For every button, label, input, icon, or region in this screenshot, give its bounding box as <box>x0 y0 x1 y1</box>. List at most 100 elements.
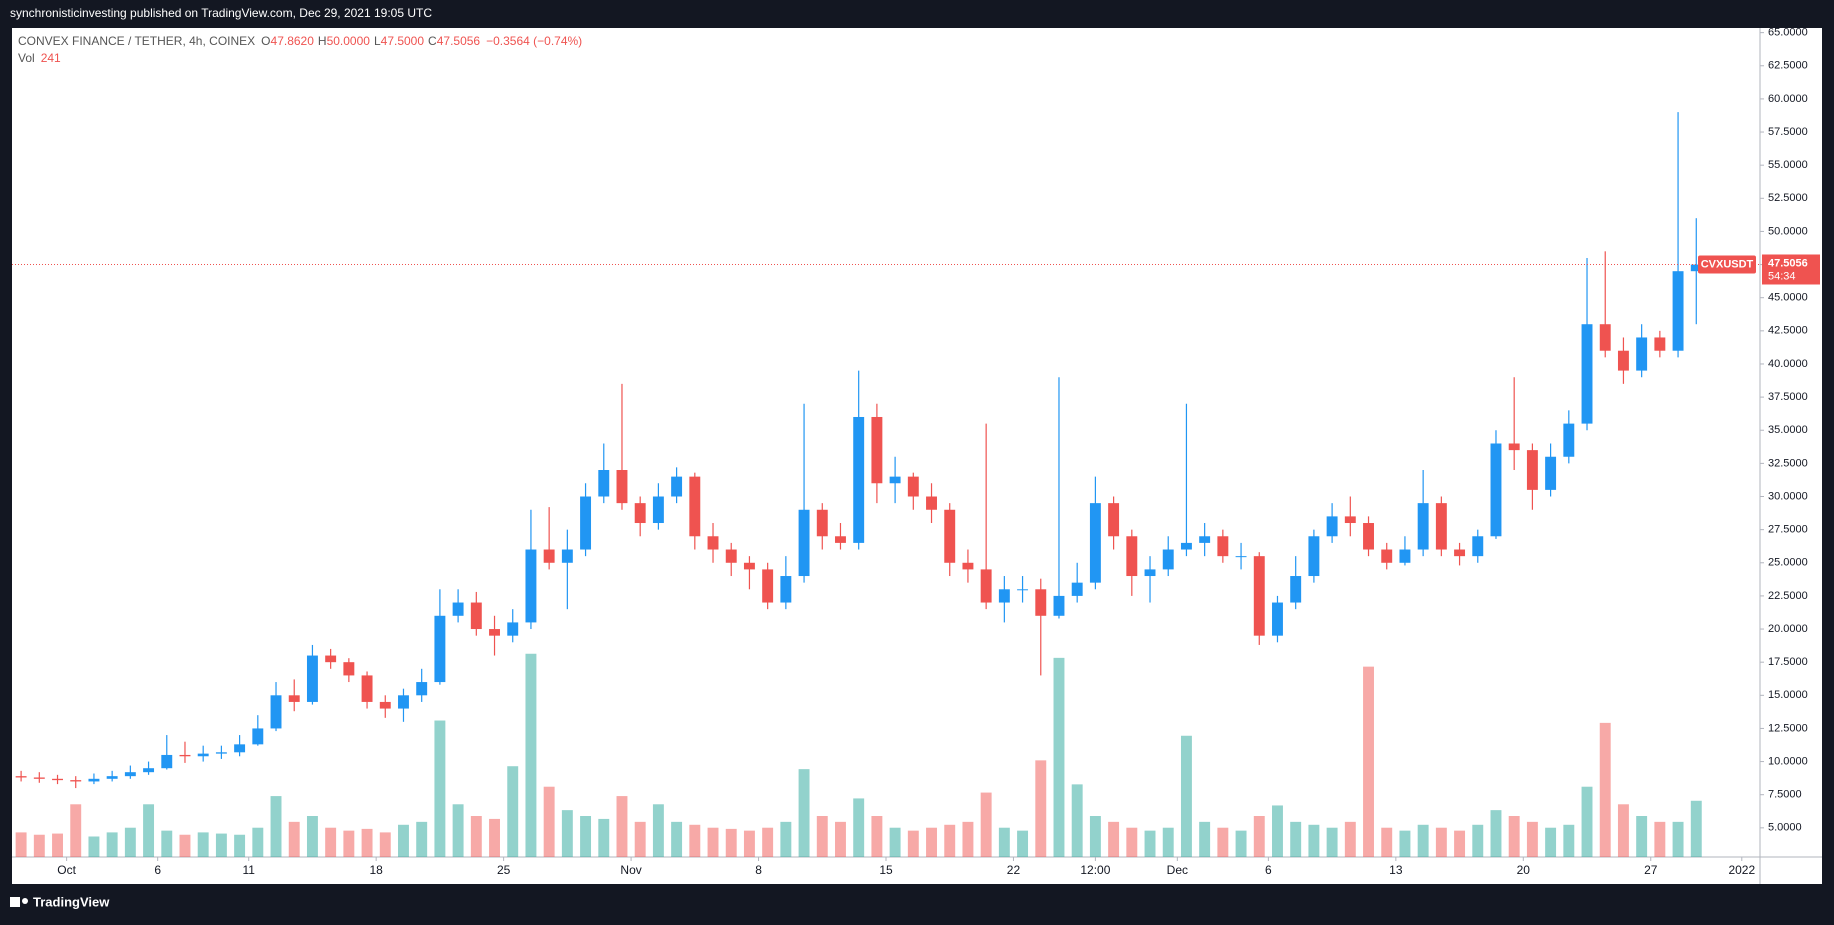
candle-body <box>1199 536 1211 543</box>
x-tick-label: 2022 <box>1728 863 1755 877</box>
candle-body <box>944 509 956 563</box>
candle-body <box>70 780 82 782</box>
candle-body <box>907 476 919 497</box>
candle-body <box>926 496 937 510</box>
header-text: synchronisticinvesting published on Trad… <box>10 6 432 20</box>
volume-bar <box>1654 821 1666 857</box>
legend-h: H <box>318 34 327 48</box>
candle-body <box>161 754 173 769</box>
volume-bar <box>252 827 264 857</box>
candle-body <box>962 562 974 570</box>
candle-body <box>634 503 646 524</box>
y-tick-label: 32.5000 <box>1768 457 1808 469</box>
candle-body <box>525 549 537 623</box>
y-tick-label: 50.0000 <box>1768 225 1808 237</box>
candle-body <box>288 695 300 702</box>
candle-body <box>88 778 100 782</box>
volume-bar <box>871 816 883 857</box>
candle-body <box>197 753 209 757</box>
volume-bar <box>1071 784 1083 857</box>
y-tick-label: 30.0000 <box>1768 490 1808 502</box>
volume-bar <box>1435 827 1447 857</box>
volume-bar <box>1162 827 1174 857</box>
volume-bar <box>197 832 209 857</box>
volume-bar <box>143 804 155 857</box>
volume-bar <box>489 818 500 857</box>
candle-body <box>379 701 391 709</box>
candle-body <box>816 509 828 537</box>
volume-bar <box>798 769 810 857</box>
volume-bar <box>1617 804 1629 857</box>
candle-body <box>106 776 118 779</box>
candle-body <box>1144 569 1156 577</box>
y-tick-label: 45.0000 <box>1768 292 1808 304</box>
candle-body <box>343 662 355 676</box>
volume-bar <box>762 827 774 857</box>
candle-body <box>1308 536 1320 577</box>
volume-bar <box>980 792 992 857</box>
volume-bar <box>1326 827 1338 857</box>
legend-l: L <box>374 34 381 48</box>
y-tick-label: 52.5000 <box>1768 192 1808 204</box>
x-tick-label: 8 <box>755 863 762 877</box>
candle-body <box>489 629 500 636</box>
volume-bar <box>398 824 409 857</box>
y-tick-label: 10.0000 <box>1768 755 1808 767</box>
candle-body <box>1035 589 1047 616</box>
candle-body <box>580 496 592 550</box>
y-tick-label: 57.5000 <box>1768 126 1808 138</box>
candle-body <box>762 569 774 603</box>
volume-bar <box>1399 830 1411 857</box>
candle-body <box>1690 264 1702 272</box>
volume-bar <box>962 821 974 857</box>
volume-bar <box>689 824 701 857</box>
price-tag-countdown: 54:34 <box>1768 270 1796 282</box>
candle-body <box>507 622 519 636</box>
candle-body <box>980 569 992 603</box>
x-tick-label: 22 <box>1007 863 1021 877</box>
volume-bar <box>561 810 573 857</box>
x-tick-label: Dec <box>1167 863 1188 877</box>
candle-body <box>1636 337 1648 371</box>
volume-bar <box>1126 827 1138 857</box>
candle-body <box>416 682 428 696</box>
candle-body <box>780 576 792 603</box>
legend-low: 47.5000 <box>381 34 425 48</box>
candle-body <box>1563 423 1575 457</box>
volume-bar <box>1672 821 1684 857</box>
volume-bar <box>926 827 937 857</box>
y-tick-label: 15.0000 <box>1768 689 1808 701</box>
candle-body <box>1363 523 1374 550</box>
volume-bar <box>416 821 428 857</box>
candle-body <box>1180 542 1192 550</box>
volume-bar <box>88 836 100 857</box>
volume-bar <box>1199 821 1211 857</box>
x-tick-label: 27 <box>1644 863 1658 877</box>
volume-bar <box>33 834 45 857</box>
volume-bar <box>1017 830 1029 857</box>
volume-bar <box>288 821 300 857</box>
volume-bar <box>889 827 901 857</box>
volume-bar <box>270 796 282 857</box>
vol-value: 241 <box>41 51 61 65</box>
x-tick-label: Oct <box>57 863 76 877</box>
volume-bar <box>725 828 737 857</box>
volume-bar <box>780 821 792 857</box>
price-tag <box>1762 254 1820 285</box>
candle-body <box>179 754 191 757</box>
candle-body <box>1326 516 1338 537</box>
candle-body <box>1672 271 1684 351</box>
volume-bar <box>1636 816 1648 857</box>
volume-bar <box>379 832 391 857</box>
volume-bar <box>1235 830 1247 857</box>
y-tick-label: 40.0000 <box>1768 358 1808 370</box>
candle-body <box>1545 456 1557 490</box>
y-tick-label: 12.5000 <box>1768 722 1808 734</box>
volume-bar <box>434 720 446 857</box>
volume-bar <box>1217 827 1229 857</box>
candle-body <box>270 695 282 729</box>
candle-body <box>616 470 628 504</box>
volume-bar <box>634 821 646 857</box>
legend-high: 50.0000 <box>327 34 371 48</box>
